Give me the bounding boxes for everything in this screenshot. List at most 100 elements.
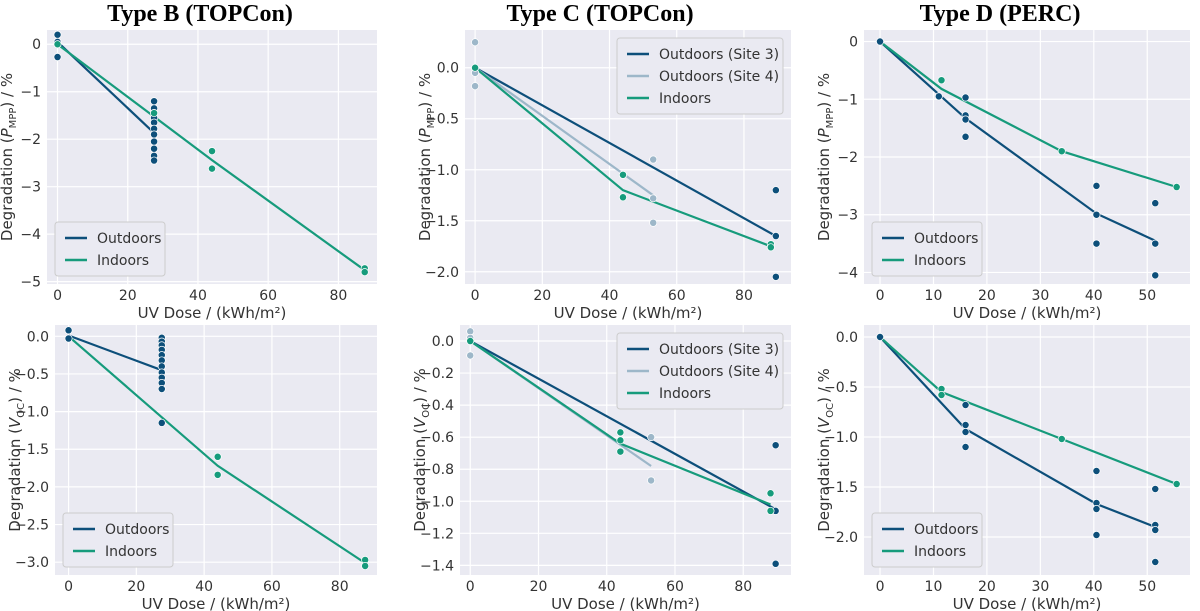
- y-tick-label: −3: [837, 208, 858, 224]
- x-tick-label: 40: [1085, 579, 1103, 595]
- data-point: [961, 401, 970, 409]
- data-point: [150, 130, 159, 139]
- y-tick-label: 0: [849, 35, 858, 51]
- data-point: [766, 489, 775, 498]
- x-tick-label: 60: [263, 579, 281, 595]
- data-point: [961, 443, 970, 451]
- legend: Outdoors (Site 3) Outdoors (Site 4) Indoor…: [616, 37, 784, 115]
- x-tick-label: 80: [734, 579, 752, 595]
- series-line: [474, 66, 772, 248]
- legend: Outdoors Indoors: [62, 512, 174, 568]
- data-point: [150, 97, 159, 106]
- legend-label: Outdoors (Site 4): [659, 364, 779, 380]
- data-point: [961, 93, 970, 102]
- data-point: [771, 559, 780, 568]
- y-tick-label: −0.5: [824, 380, 858, 396]
- y-tick-label: −1: [837, 92, 858, 108]
- data-point: [771, 232, 780, 241]
- x-tick-label: 10: [925, 288, 943, 304]
- chart-panel-b_voc: 0 20 40 60 80 0.0 −0.5 −1.0 −1.5 −2.0 −2.5 −3.0 UV D…: [6, 325, 377, 611]
- data-point: [876, 37, 884, 46]
- y-tick-label: −0.4: [420, 398, 454, 414]
- legend: Outdoors (Site 3) Outdoors (Site 4) Indoor…: [616, 332, 784, 410]
- chart-panel-c_pmpp: 0 20 40 60 80 0.0 −0.5 −1.0 −1.5 −2.0 UV Dose / (k…: [416, 30, 791, 322]
- y-tick-label: −0.5: [425, 112, 459, 128]
- data-point: [466, 337, 475, 345]
- legend-label: Outdoors: [105, 522, 169, 538]
- data-point: [157, 385, 166, 393]
- data-point: [766, 243, 775, 252]
- data-point: [961, 428, 970, 436]
- legend: Outdoors Indoors: [871, 221, 983, 277]
- series-line: [879, 336, 1178, 486]
- y-tick-label: 0: [32, 37, 41, 53]
- y-tick-label: −2.0: [15, 480, 49, 496]
- x-tick-label: 30: [1031, 579, 1049, 595]
- data-point: [616, 428, 625, 437]
- x-tick-label: 50: [1138, 579, 1156, 595]
- data-point: [53, 30, 62, 39]
- data-point: [616, 447, 625, 456]
- x-tick-label: 0: [876, 579, 885, 595]
- x-tick-label: 20: [978, 288, 996, 304]
- data-point: [1151, 485, 1160, 493]
- y-axis-label: Degradation (PMPP) / %: [815, 73, 836, 241]
- x-tick-label: 30: [1031, 288, 1049, 304]
- y-tick-label: −2.0: [425, 265, 459, 281]
- data-point: [360, 268, 369, 277]
- data-point: [647, 433, 656, 442]
- series-line: [879, 40, 1156, 242]
- y-tick-label: −2.5: [15, 518, 49, 534]
- data-point: [1092, 181, 1101, 190]
- x-axis-label: UV Dose / (kWh/m²): [554, 304, 703, 322]
- column-title-type-d: Type D (PERC): [919, 1, 1081, 27]
- legend-label: Indoors: [659, 91, 711, 107]
- legend: Outdoors Indoors: [871, 512, 983, 568]
- data-point: [1092, 210, 1101, 219]
- y-tick-label: −2: [837, 150, 858, 166]
- legend: Outdoors Indoors: [54, 221, 166, 277]
- data-point: [1151, 199, 1160, 208]
- data-point: [1092, 505, 1101, 513]
- x-axis-label: UV Dose / (kWh/m²): [953, 304, 1102, 322]
- y-tick-label: −1.5: [15, 442, 49, 458]
- y-tick-label: −4: [20, 227, 41, 243]
- data-point: [213, 452, 222, 461]
- chart-panel-d_voc: 0 10 20 30 40 50 0.0 −0.5 −1.0 −1.5 −2.0 UV Dose / …: [815, 325, 1190, 611]
- y-tick-label: −4: [837, 265, 858, 281]
- legend-label: Indoors: [914, 544, 966, 560]
- data-point: [1151, 271, 1160, 280]
- y-tick-label: −2.0: [824, 530, 858, 546]
- x-axis-label: UV Dose / (kWh/m²): [138, 304, 287, 322]
- y-axis-label: Degradation (VOC) / %: [6, 368, 27, 532]
- data-point: [1151, 558, 1160, 566]
- data-point: [876, 333, 884, 341]
- y-tick-label: −0.2: [420, 366, 454, 382]
- data-point: [771, 186, 780, 195]
- data-point: [471, 63, 480, 72]
- x-tick-label: 20: [127, 579, 145, 595]
- x-tick-label: 20: [978, 579, 996, 595]
- data-point: [616, 436, 625, 445]
- data-point: [937, 391, 946, 399]
- column-title-type-b: Type B (TOPCon): [107, 1, 293, 27]
- chart-panel-b_pmpp: 0 20 40 60 80 0 −1 −2 −3 −4 −5 UV Dose / (kWh/m²) De…: [0, 30, 377, 322]
- x-tick-label: 40: [1085, 288, 1103, 304]
- data-point: [961, 132, 970, 141]
- y-tick-label: −3.0: [15, 555, 49, 571]
- data-point: [150, 137, 159, 146]
- legend-box: [616, 37, 784, 115]
- series-line: [879, 336, 1156, 529]
- data-point: [53, 53, 62, 62]
- data-point: [471, 38, 480, 47]
- data-point: [213, 470, 222, 479]
- data-point: [208, 164, 216, 173]
- x-tick-label: 0: [876, 288, 885, 304]
- y-tick-label: 0.0: [27, 329, 49, 345]
- y-tick-label: −1: [20, 85, 41, 101]
- x-tick-label: 80: [331, 579, 349, 595]
- data-point: [1092, 467, 1101, 475]
- data-point: [937, 76, 946, 85]
- x-tick-label: 40: [598, 579, 616, 595]
